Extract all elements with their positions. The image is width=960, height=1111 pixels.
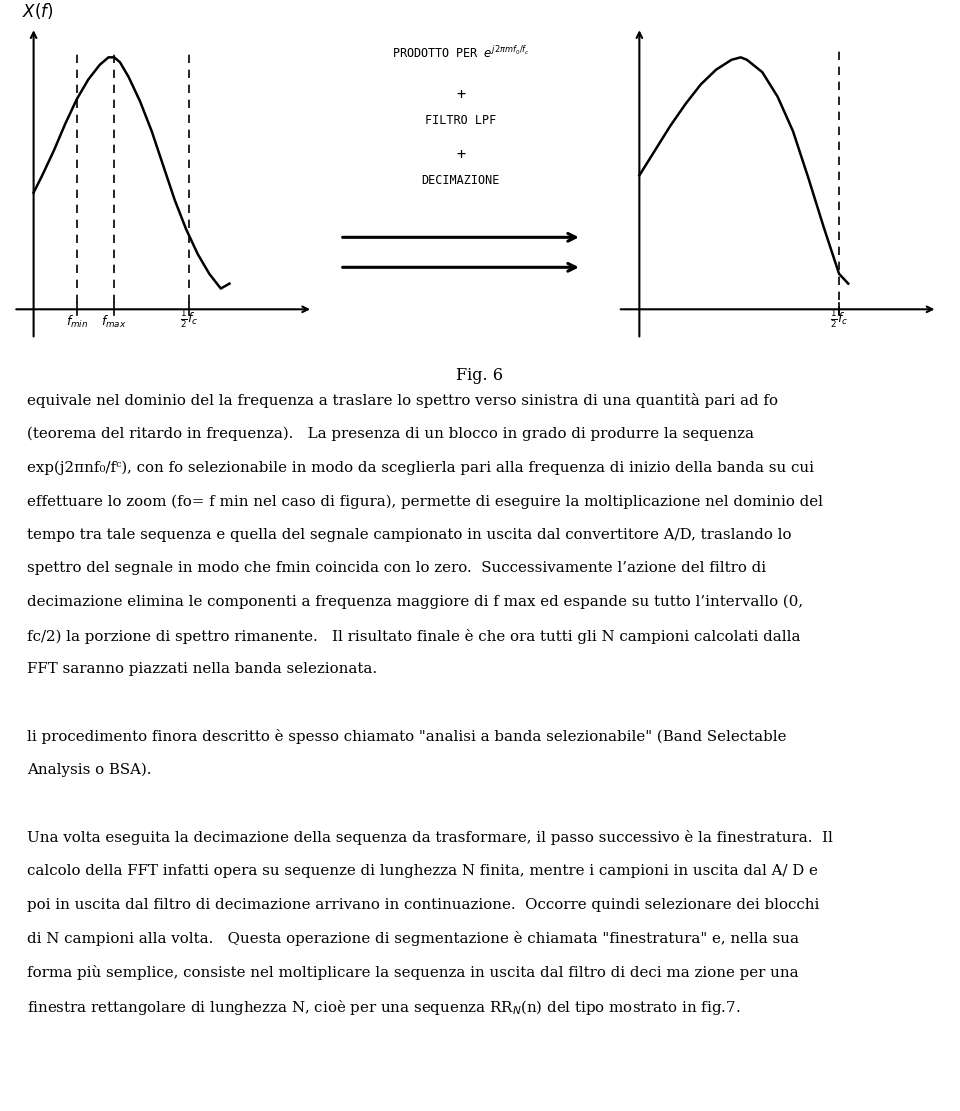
Text: effettuare lo zoom (fo= f min nel caso di figura), permette di eseguire la molti: effettuare lo zoom (fo= f min nel caso d… (27, 494, 823, 509)
Text: +: + (456, 88, 466, 102)
Text: di N campioni alla volta.   Questa operazione di segmentazione è chiamata "fines: di N campioni alla volta. Questa operazi… (27, 931, 799, 947)
Text: exp(j2πnf₀/fᶜ), con fo selezionabile in modo da sceglierla pari alla frequenza d: exp(j2πnf₀/fᶜ), con fo selezionabile in … (27, 461, 814, 474)
Text: Analysis o BSA).: Analysis o BSA). (27, 763, 152, 778)
Text: FILTRO LPF: FILTRO LPF (425, 114, 496, 128)
Text: calcolo della FFT infatti opera su sequenze di lunghezza N finita, mentre i camp: calcolo della FFT infatti opera su seque… (27, 864, 818, 878)
Text: $X(f)$: $X(f)$ (22, 1, 54, 21)
Text: Fig. 6: Fig. 6 (457, 367, 503, 384)
Text: DECIMAZIONE: DECIMAZIONE (421, 174, 500, 188)
Text: tempo tra tale sequenza e quella del segnale campionato in uscita dal convertito: tempo tra tale sequenza e quella del seg… (27, 528, 791, 542)
Text: $f_{min}$: $f_{min}$ (65, 314, 88, 330)
Text: FFT saranno piazzati nella banda selezionata.: FFT saranno piazzati nella banda selezio… (27, 662, 377, 677)
Text: $\frac{1}{2}f_c$: $\frac{1}{2}f_c$ (180, 309, 198, 330)
Text: fc/2) la porzione di spettro rimanente.   Il risultato finale è che ora tutti gl: fc/2) la porzione di spettro rimanente. … (27, 629, 801, 643)
Text: +: + (456, 148, 466, 162)
Text: decimazione elimina le componenti a frequenza maggiore di f max ed espande su tu: decimazione elimina le componenti a freq… (27, 595, 803, 610)
Text: spettro del segnale in modo che fmin coincida con lo zero.  Successivamente l’az: spettro del segnale in modo che fmin coi… (27, 561, 766, 575)
Text: li procedimento finora descritto è spesso chiamato "analisi a banda selezionabil: li procedimento finora descritto è spess… (27, 730, 786, 744)
Text: (teorema del ritardo in frequenza).   La presenza di un blocco in grado di produ: (teorema del ritardo in frequenza). La p… (27, 427, 754, 441)
Text: finestra rettangolare di lunghezza N, cioè per una sequenza RR$_N$(n) del tipo m: finestra rettangolare di lunghezza N, ci… (27, 999, 740, 1018)
Text: $f_{max}$: $f_{max}$ (102, 314, 127, 330)
Text: forma più semplice, consiste nel moltiplicare la sequenza in uscita dal filtro d: forma più semplice, consiste nel moltipl… (27, 964, 799, 980)
Text: $\frac{1}{2}f_c$: $\frac{1}{2}f_c$ (830, 309, 848, 330)
Text: PRODOTTO PER $e^{j2\pi m f_0/f_c}$: PRODOTTO PER $e^{j2\pi m f_0/f_c}$ (392, 46, 530, 61)
Text: equivale nel dominio del la frequenza a traslare lo spettro verso sinistra di un: equivale nel dominio del la frequenza a … (27, 393, 778, 409)
Text: Una volta eseguita la decimazione della sequenza da trasformare, il passo succes: Una volta eseguita la decimazione della … (27, 830, 832, 845)
Text: poi in uscita dal filtro di decimazione arrivano in continuazione.  Occorre quin: poi in uscita dal filtro di decimazione … (27, 898, 819, 912)
